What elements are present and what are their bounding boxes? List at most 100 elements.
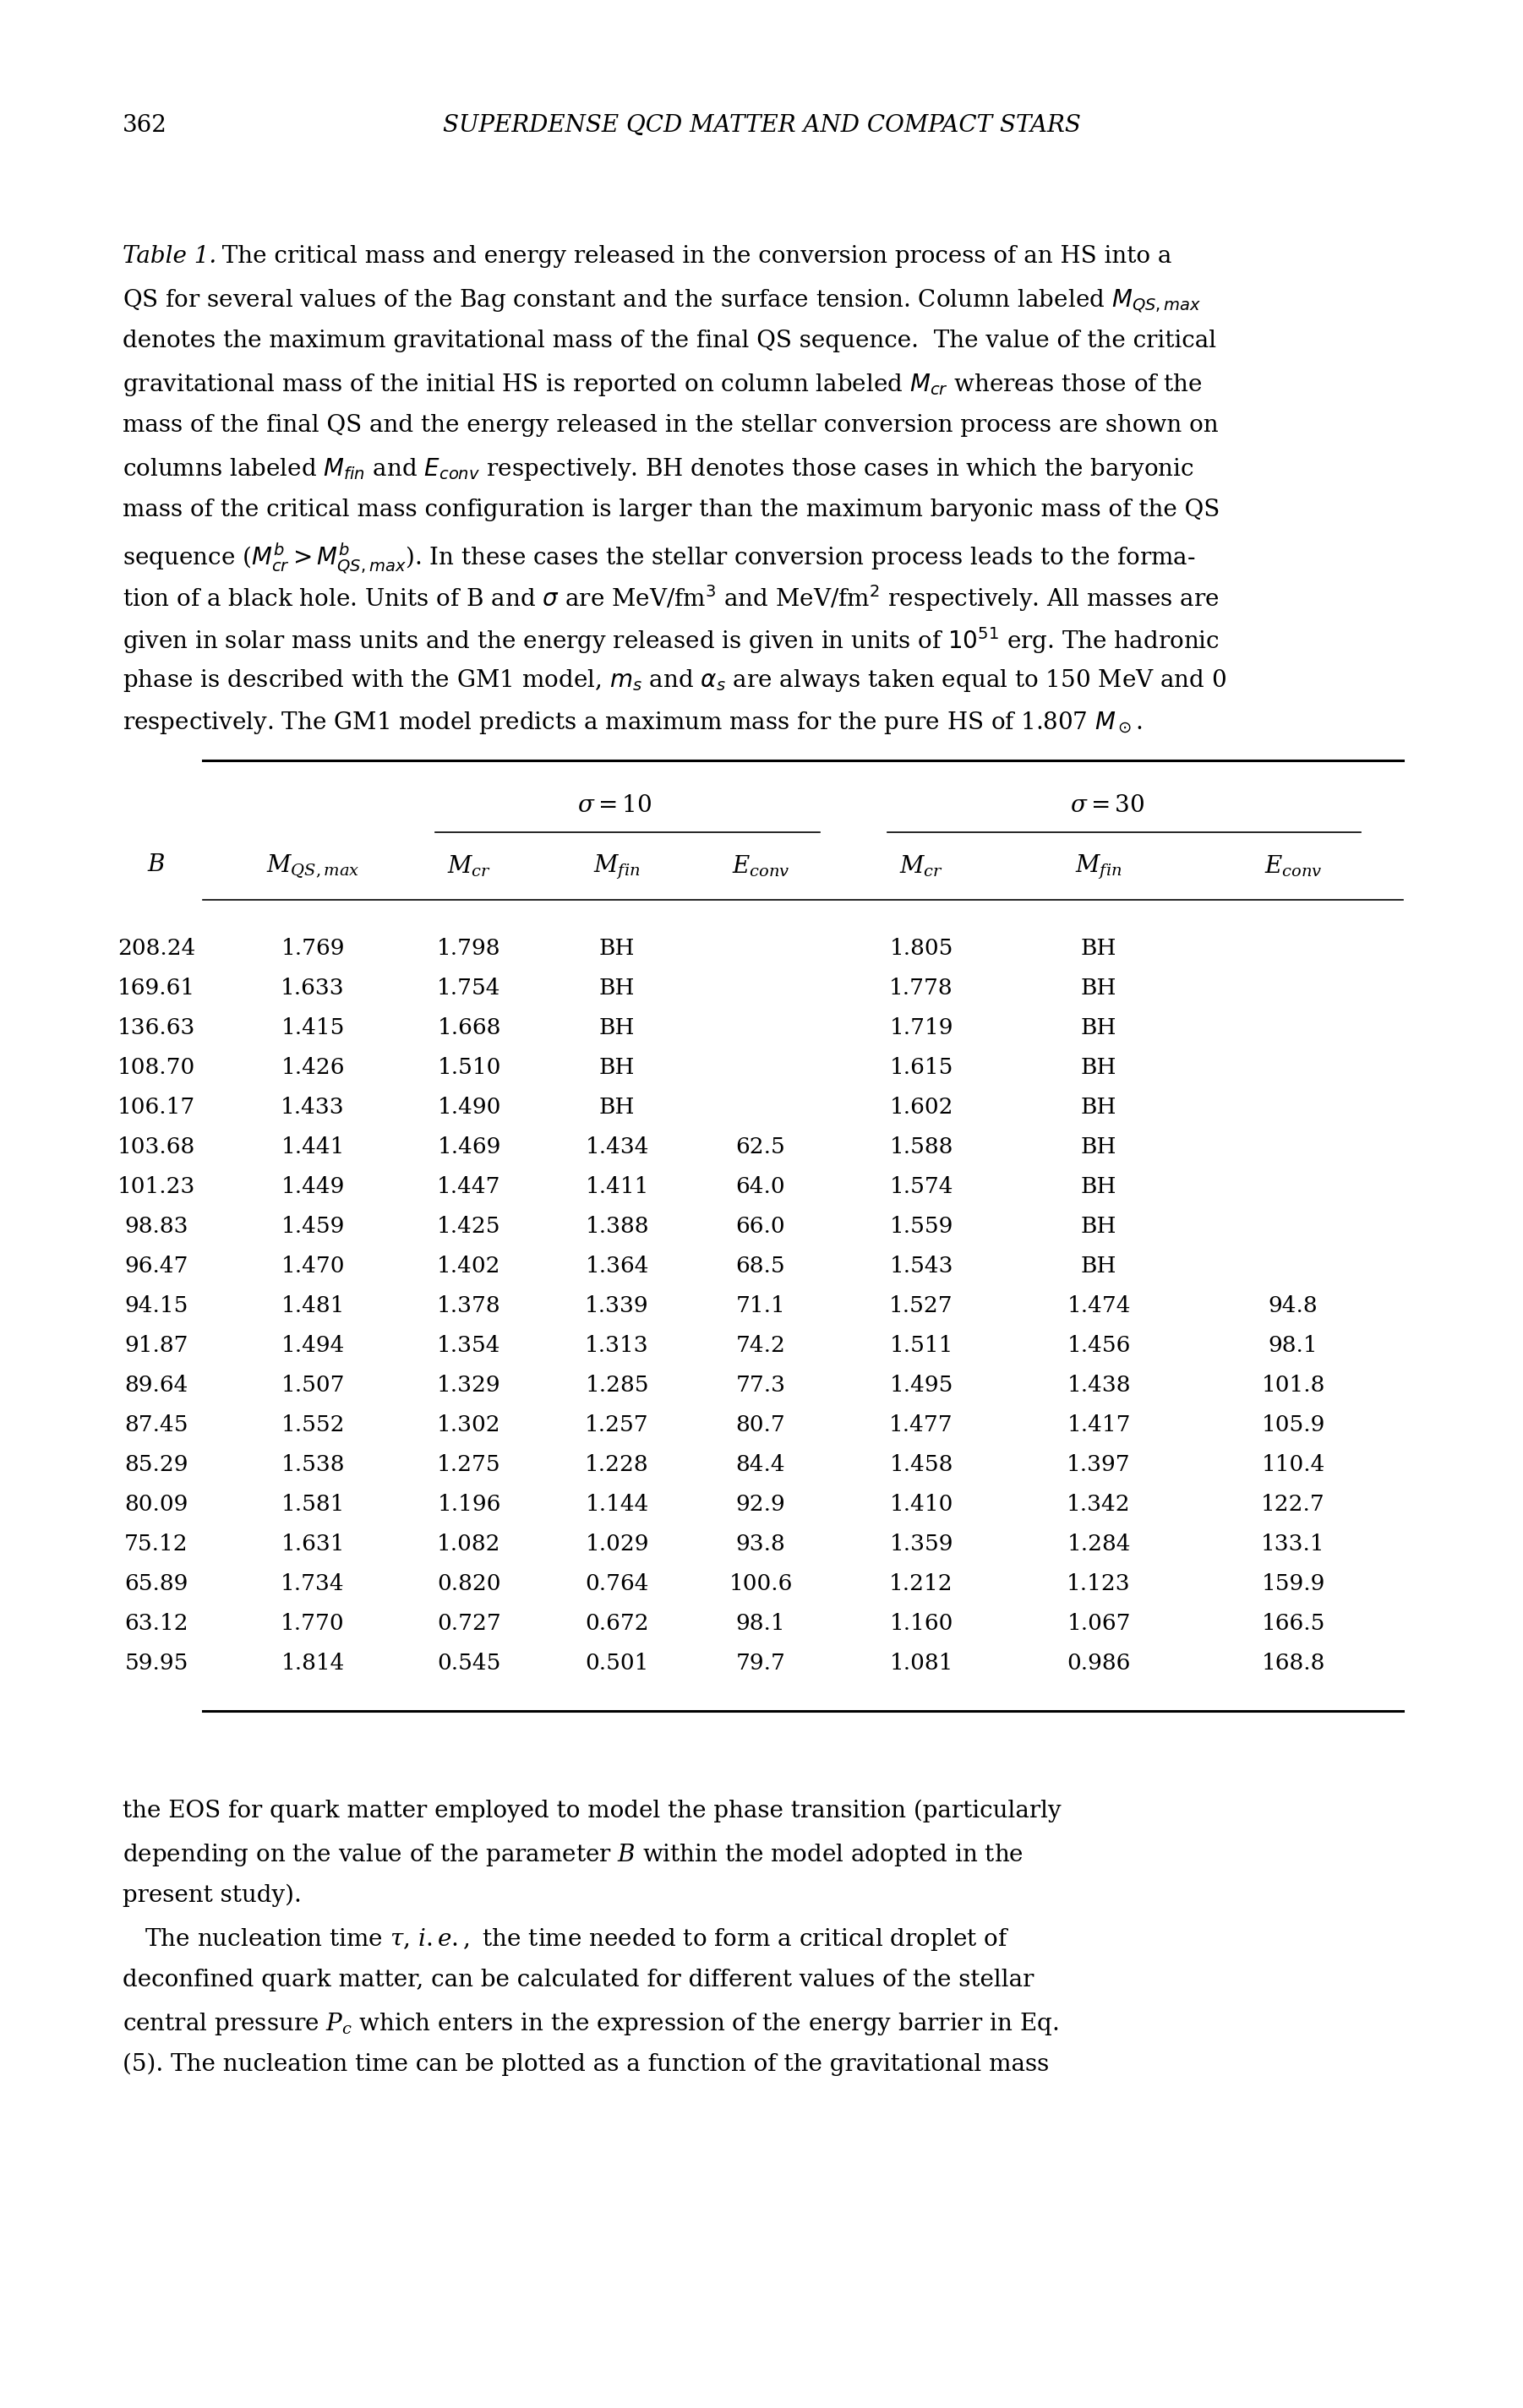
Text: 1.302: 1.302 bbox=[437, 1413, 501, 1435]
Text: 169.61: 169.61 bbox=[117, 978, 195, 999]
Text: 1.426: 1.426 bbox=[280, 1057, 344, 1079]
Text: 1.602: 1.602 bbox=[889, 1096, 953, 1117]
Text: QS for several values of the Bag constant and the surface tension. Column labele: QS for several values of the Bag constan… bbox=[122, 287, 1202, 315]
Text: columns labeled $M_{fin}$ and $E_{conv}$ respectively. BH denotes those cases in: columns labeled $M_{fin}$ and $E_{conv}$… bbox=[122, 455, 1194, 482]
Text: depending on the value of the parameter $B$ within the model adopted in the: depending on the value of the parameter … bbox=[122, 1842, 1023, 1869]
Text: 0.727: 0.727 bbox=[437, 1613, 501, 1635]
Text: 1.490: 1.490 bbox=[437, 1096, 501, 1117]
Text: 1.275: 1.275 bbox=[437, 1454, 501, 1476]
Text: 0.501: 0.501 bbox=[585, 1652, 649, 1674]
Text: 1.067: 1.067 bbox=[1066, 1613, 1130, 1635]
Text: 1.754: 1.754 bbox=[437, 978, 501, 999]
Text: 1.458: 1.458 bbox=[889, 1454, 953, 1476]
Text: 1.378: 1.378 bbox=[437, 1296, 501, 1317]
Text: 98.83: 98.83 bbox=[125, 1216, 189, 1238]
Text: 1.770: 1.770 bbox=[280, 1613, 344, 1635]
Text: 1.411: 1.411 bbox=[585, 1175, 649, 1197]
Text: $M_{QS,max}$: $M_{QS,max}$ bbox=[267, 852, 359, 881]
Text: $M_{fin}$: $M_{fin}$ bbox=[1075, 852, 1122, 881]
Text: 91.87: 91.87 bbox=[125, 1334, 189, 1356]
Text: 362: 362 bbox=[122, 113, 168, 137]
Text: 1.527: 1.527 bbox=[889, 1296, 953, 1317]
Text: 1.364: 1.364 bbox=[585, 1255, 649, 1276]
Text: 1.470: 1.470 bbox=[280, 1255, 344, 1276]
Text: 1.433: 1.433 bbox=[280, 1096, 344, 1117]
Text: 1.388: 1.388 bbox=[585, 1216, 649, 1238]
Text: 1.798: 1.798 bbox=[437, 937, 501, 958]
Text: 59.95: 59.95 bbox=[125, 1652, 189, 1674]
Text: 1.615: 1.615 bbox=[889, 1057, 953, 1079]
Text: 85.29: 85.29 bbox=[125, 1454, 189, 1476]
Text: mass of the critical mass configuration is larger than the maximum baryonic mass: mass of the critical mass configuration … bbox=[122, 498, 1220, 520]
Text: 1.494: 1.494 bbox=[280, 1334, 344, 1356]
Text: 101.23: 101.23 bbox=[117, 1175, 195, 1197]
Text: 1.631: 1.631 bbox=[280, 1534, 344, 1556]
Text: BH: BH bbox=[1081, 1016, 1116, 1038]
Text: 1.447: 1.447 bbox=[437, 1175, 501, 1197]
Text: 168.8: 168.8 bbox=[1261, 1652, 1325, 1674]
Text: $E_{conv}$: $E_{conv}$ bbox=[731, 852, 789, 879]
Text: 100.6: 100.6 bbox=[730, 1572, 792, 1594]
Text: BH: BH bbox=[1081, 1216, 1116, 1238]
Text: $M_{cr}$: $M_{cr}$ bbox=[899, 852, 943, 879]
Text: 1.329: 1.329 bbox=[437, 1375, 501, 1397]
Text: respectively. The GM1 model predicts a maximum mass for the pure HS of 1.807 $M_: respectively. The GM1 model predicts a m… bbox=[122, 710, 1142, 737]
Text: SUPERDENSE QCD MATTER AND COMPACT STARS: SUPERDENSE QCD MATTER AND COMPACT STARS bbox=[443, 113, 1080, 137]
Text: 1.734: 1.734 bbox=[280, 1572, 344, 1594]
Text: 1.415: 1.415 bbox=[280, 1016, 344, 1038]
Text: 65.89: 65.89 bbox=[125, 1572, 189, 1594]
Text: 0.545: 0.545 bbox=[437, 1652, 501, 1674]
Text: tion of a black hole. Units of B and $\sigma$ are MeV/fm$^3$ and MeV/fm$^2$ resp: tion of a black hole. Units of B and $\s… bbox=[122, 583, 1220, 614]
Text: 87.45: 87.45 bbox=[125, 1413, 189, 1435]
Text: $\sigma = 10$: $\sigma = 10$ bbox=[577, 795, 652, 816]
Text: gravitational mass of the initial HS is reported on column labeled $M_{cr}$ wher: gravitational mass of the initial HS is … bbox=[122, 371, 1203, 397]
Text: BH: BH bbox=[1081, 1096, 1116, 1117]
Text: $E_{conv}$: $E_{conv}$ bbox=[1264, 852, 1322, 879]
Text: 122.7: 122.7 bbox=[1261, 1493, 1325, 1515]
Text: 98.1: 98.1 bbox=[1269, 1334, 1317, 1356]
Text: sequence ($M^b_{cr} > M^b_{QS,max}$). In these cases the stellar conversion proc: sequence ($M^b_{cr} > M^b_{QS,max}$). In… bbox=[122, 542, 1196, 576]
Text: 1.417: 1.417 bbox=[1066, 1413, 1130, 1435]
Text: 1.769: 1.769 bbox=[280, 937, 344, 958]
Text: 1.359: 1.359 bbox=[889, 1534, 953, 1556]
Text: 1.425: 1.425 bbox=[437, 1216, 501, 1238]
Text: 93.8: 93.8 bbox=[736, 1534, 786, 1556]
Text: 79.7: 79.7 bbox=[736, 1652, 786, 1674]
Text: B: B bbox=[148, 852, 164, 877]
Text: 1.559: 1.559 bbox=[889, 1216, 953, 1238]
Text: 159.9: 159.9 bbox=[1261, 1572, 1325, 1594]
Text: 1.284: 1.284 bbox=[1066, 1534, 1130, 1556]
Text: 1.342: 1.342 bbox=[1066, 1493, 1130, 1515]
Text: the EOS for quark matter employed to model the phase transition (particularly: the EOS for quark matter employed to mod… bbox=[122, 1799, 1062, 1823]
Text: 0.764: 0.764 bbox=[585, 1572, 649, 1594]
Text: BH: BH bbox=[599, 1096, 635, 1117]
Text: given in solar mass units and the energy released is given in units of $10^{51}$: given in solar mass units and the energy… bbox=[122, 626, 1220, 655]
Text: 92.9: 92.9 bbox=[736, 1493, 786, 1515]
Text: 68.5: 68.5 bbox=[736, 1255, 786, 1276]
Text: 1.719: 1.719 bbox=[889, 1016, 953, 1038]
Text: present study).: present study). bbox=[122, 1883, 302, 1907]
Text: 1.029: 1.029 bbox=[585, 1534, 649, 1556]
Text: 1.410: 1.410 bbox=[889, 1493, 953, 1515]
Text: 75.12: 75.12 bbox=[125, 1534, 189, 1556]
Text: 106.17: 106.17 bbox=[117, 1096, 195, 1117]
Text: BH: BH bbox=[1081, 1057, 1116, 1079]
Text: 1.144: 1.144 bbox=[585, 1493, 649, 1515]
Text: central pressure $P_c$ which enters in the expression of the energy barrier in E: central pressure $P_c$ which enters in t… bbox=[122, 2011, 1058, 2037]
Text: 1.668: 1.668 bbox=[437, 1016, 501, 1038]
Text: BH: BH bbox=[1081, 978, 1116, 999]
Text: 1.474: 1.474 bbox=[1066, 1296, 1130, 1317]
Text: 80.09: 80.09 bbox=[125, 1493, 189, 1515]
Text: 0.820: 0.820 bbox=[437, 1572, 501, 1594]
Text: BH: BH bbox=[599, 937, 635, 958]
Text: 84.4: 84.4 bbox=[736, 1454, 786, 1476]
Text: 108.70: 108.70 bbox=[117, 1057, 195, 1079]
Text: $M_{cr}$: $M_{cr}$ bbox=[448, 852, 490, 879]
Text: 1.495: 1.495 bbox=[889, 1375, 953, 1397]
Text: BH: BH bbox=[1081, 1175, 1116, 1197]
Text: 66.0: 66.0 bbox=[736, 1216, 786, 1238]
Text: 1.397: 1.397 bbox=[1066, 1454, 1130, 1476]
Text: 1.212: 1.212 bbox=[889, 1572, 953, 1594]
Text: 1.581: 1.581 bbox=[280, 1493, 344, 1515]
Text: $M_{fin}$: $M_{fin}$ bbox=[594, 852, 640, 881]
